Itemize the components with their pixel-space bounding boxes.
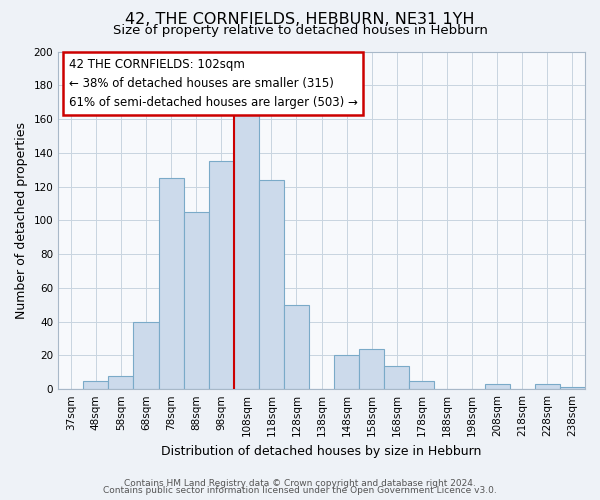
Bar xyxy=(209,161,234,389)
Bar xyxy=(109,376,133,389)
Bar xyxy=(485,384,510,389)
Bar xyxy=(385,366,409,389)
Bar xyxy=(259,180,284,389)
Text: Size of property relative to detached houses in Hebburn: Size of property relative to detached ho… xyxy=(113,24,487,37)
Bar xyxy=(83,380,109,389)
Bar xyxy=(234,107,259,389)
Bar xyxy=(284,305,309,389)
Bar xyxy=(133,322,158,389)
Bar xyxy=(158,178,184,389)
Text: Contains public sector information licensed under the Open Government Licence v3: Contains public sector information licen… xyxy=(103,486,497,495)
Text: 42 THE CORNFIELDS: 102sqm
← 38% of detached houses are smaller (315)
61% of semi: 42 THE CORNFIELDS: 102sqm ← 38% of detac… xyxy=(69,58,358,110)
Y-axis label: Number of detached properties: Number of detached properties xyxy=(15,122,28,319)
X-axis label: Distribution of detached houses by size in Hebburn: Distribution of detached houses by size … xyxy=(161,444,482,458)
Bar xyxy=(409,380,434,389)
Bar xyxy=(535,384,560,389)
Text: 42, THE CORNFIELDS, HEBBURN, NE31 1YH: 42, THE CORNFIELDS, HEBBURN, NE31 1YH xyxy=(125,12,475,28)
Bar xyxy=(334,356,359,389)
Bar xyxy=(184,212,209,389)
Bar xyxy=(560,388,585,389)
Text: Contains HM Land Registry data © Crown copyright and database right 2024.: Contains HM Land Registry data © Crown c… xyxy=(124,478,476,488)
Bar xyxy=(359,348,385,389)
